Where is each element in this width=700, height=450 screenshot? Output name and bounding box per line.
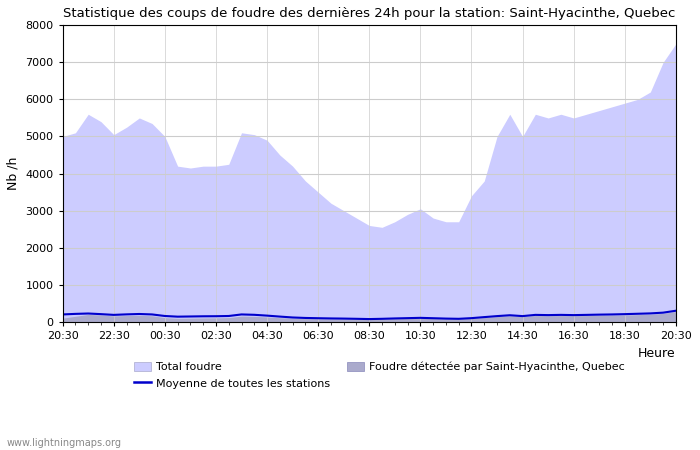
Moyenne de toutes les stations (672, 308, 680, 314)
Moyenne de toutes les stations (148, 312, 156, 317)
Moyenne de toutes les stations (250, 312, 258, 318)
Moyenne de toutes les stations (493, 313, 501, 319)
Moyenne de toutes les stations (468, 315, 476, 321)
Moyenne de toutes les stations (519, 313, 527, 319)
Moyenne de toutes les stations (237, 312, 246, 317)
Moyenne de toutes les stations (544, 312, 552, 318)
Moyenne de toutes les stations (186, 314, 195, 319)
Moyenne de toutes les stations (276, 314, 284, 319)
Y-axis label: Nb /h: Nb /h (7, 157, 20, 190)
Moyenne de toutes les stations (454, 316, 463, 321)
Moyenne de toutes les stations (634, 311, 642, 316)
Moyenne de toutes les stations (71, 311, 80, 317)
Moyenne de toutes les stations (416, 315, 425, 320)
Moyenne de toutes les stations (263, 313, 272, 318)
Moyenne de toutes les stations (174, 314, 182, 319)
Moyenne de toutes les stations (531, 312, 540, 318)
Moyenne de toutes les stations (378, 316, 386, 321)
Moyenne de toutes les stations (391, 316, 399, 321)
Moyenne de toutes les stations (608, 312, 616, 317)
Text: www.lightningmaps.org: www.lightningmaps.org (7, 438, 122, 448)
Moyenne de toutes les stations (122, 312, 131, 317)
Moyenne de toutes les stations (301, 315, 309, 321)
Moyenne de toutes les stations (199, 314, 207, 319)
Moyenne de toutes les stations (225, 313, 233, 319)
Moyenne de toutes les stations (288, 315, 297, 320)
Line: Moyenne de toutes les stations: Moyenne de toutes les stations (63, 311, 676, 319)
Moyenne de toutes les stations (659, 310, 667, 315)
Moyenne de toutes les stations (621, 311, 629, 317)
Moyenne de toutes les stations (352, 316, 361, 321)
Moyenne de toutes les stations (97, 311, 105, 317)
Moyenne de toutes les stations (505, 313, 514, 318)
Moyenne de toutes les stations (212, 314, 220, 319)
Moyenne de toutes les stations (595, 312, 603, 317)
Moyenne de toutes les stations (403, 315, 412, 321)
Moyenne de toutes les stations (161, 313, 169, 319)
Moyenne de toutes les stations (135, 311, 143, 317)
Moyenne de toutes les stations (327, 316, 335, 321)
Moyenne de toutes les stations (646, 310, 654, 316)
Moyenne de toutes les stations (314, 315, 323, 321)
Moyenne de toutes les stations (480, 315, 489, 320)
Moyenne de toutes les stations (340, 316, 348, 321)
Moyenne de toutes les stations (570, 312, 578, 318)
Moyenne de toutes les stations (556, 312, 565, 318)
Moyenne de toutes les stations (442, 316, 450, 321)
Moyenne de toutes les stations (59, 312, 67, 317)
Moyenne de toutes les stations (429, 315, 438, 321)
Title: Statistique des coups de foudre des dernières 24h pour la station: Saint-Hyacint: Statistique des coups de foudre des dern… (63, 7, 676, 20)
Moyenne de toutes les stations (365, 316, 374, 322)
Legend: Total foudre, Moyenne de toutes les stations, Foudre détectée par Saint-Hyacinth: Total foudre, Moyenne de toutes les stat… (130, 357, 629, 393)
Text: Heure: Heure (638, 347, 676, 360)
Moyenne de toutes les stations (582, 312, 591, 318)
Moyenne de toutes les stations (84, 311, 92, 316)
Moyenne de toutes les stations (110, 312, 118, 318)
